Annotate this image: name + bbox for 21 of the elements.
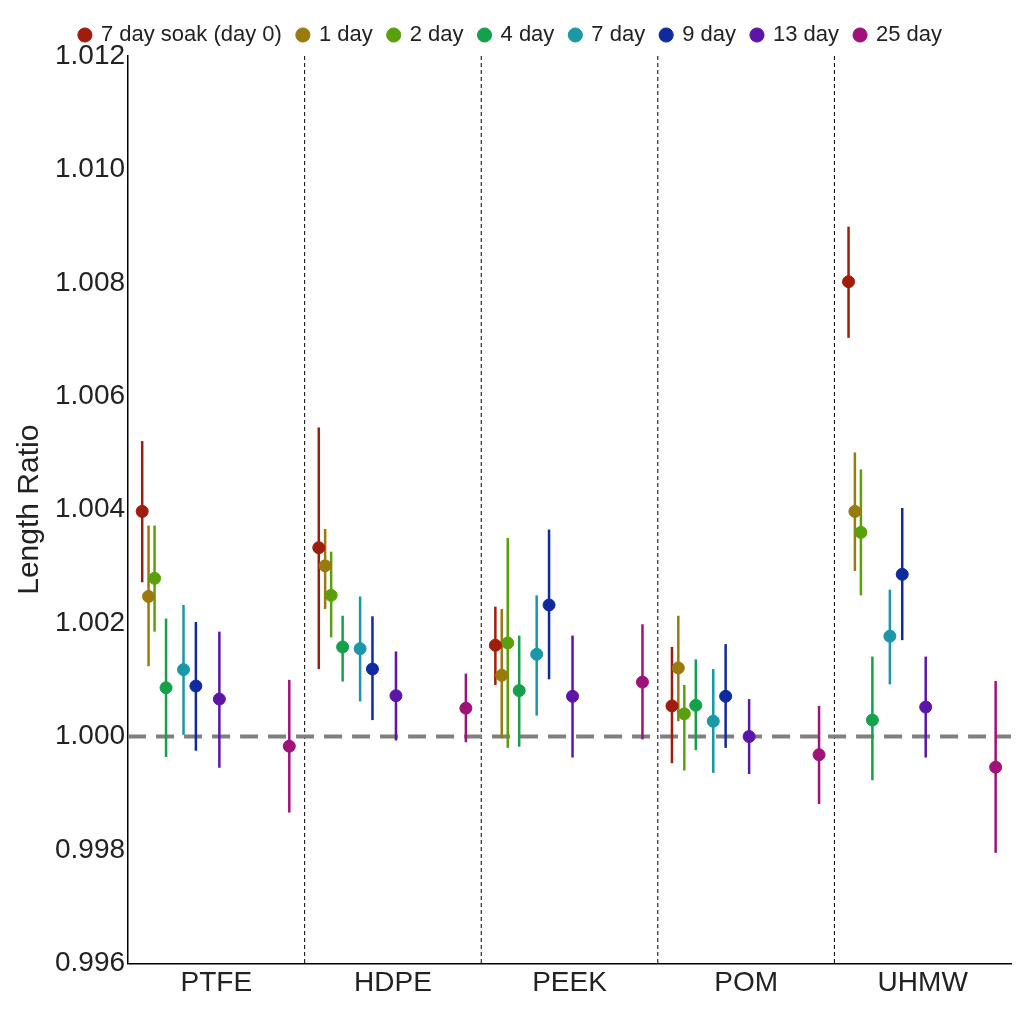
legend-label: 4 day <box>500 21 555 47</box>
x-tick-label: POM <box>714 965 779 997</box>
x-tick-label: HDPE <box>354 965 432 997</box>
y-tick-label: 1.008 <box>54 265 126 297</box>
legend-label: 13 day <box>772 21 840 47</box>
x-tick-label: PEEK <box>532 965 608 997</box>
y-tick-label: 1.010 <box>54 152 126 184</box>
y-axis-title: Length Ratio <box>11 424 45 595</box>
legend-label: 7 day <box>591 21 646 47</box>
legend-label: 9 day <box>682 21 736 47</box>
x-tick-label: UHMW <box>877 965 969 997</box>
y-tick-label: 0.998 <box>54 832 126 864</box>
y-tick-label: 1.000 <box>54 719 126 751</box>
x-tick-label: PTFE <box>180 965 253 997</box>
legend-label: 2 day <box>409 21 464 47</box>
y-tick-label: 0.996 <box>54 946 126 978</box>
y-tick-label: 1.006 <box>54 378 126 410</box>
legend-label: 1 day <box>318 21 373 47</box>
legend-label: 25 day <box>876 21 943 47</box>
y-tick-label: 1.004 <box>54 492 126 524</box>
y-tick-label: 1.002 <box>54 605 126 637</box>
